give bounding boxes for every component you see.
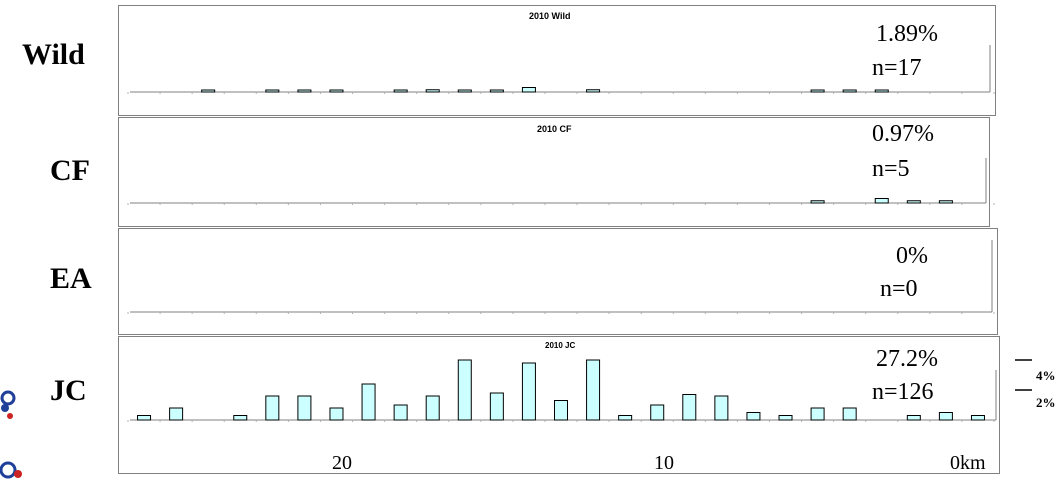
bar-jc: [425, 395, 440, 421]
bar-jc: [746, 412, 761, 421]
bar-jc: [554, 400, 568, 421]
bar-jc: [842, 407, 857, 421]
bar-wild: [297, 89, 312, 93]
percent-wild: 1.89%: [876, 21, 938, 47]
bar-wild: [265, 89, 280, 93]
bar-cf: [810, 200, 825, 204]
bar-wild: [521, 87, 536, 93]
row-label-cf: CF: [50, 154, 90, 187]
bar-wild: [489, 89, 504, 93]
panel-title-jc: 2010 JC: [545, 341, 576, 350]
panel-wild: [118, 5, 996, 116]
logo-icon: [0, 390, 22, 479]
bar-jc: [521, 362, 536, 421]
bar-jc: [618, 415, 633, 421]
bar-cf: [938, 200, 953, 204]
bar-jc: [489, 392, 504, 421]
row-label-jc: JC: [50, 374, 87, 407]
bar-wild: [201, 89, 216, 93]
x-tick-0km: 0km: [950, 452, 986, 474]
bar-jc: [810, 407, 825, 421]
bar-jc: [169, 407, 184, 421]
bar-jc: [650, 404, 665, 421]
bar-jc: [938, 412, 953, 421]
percent-cf: 0.97%: [872, 121, 934, 147]
row-label-wild: Wild: [22, 38, 85, 71]
x-tick-20: 20: [332, 452, 352, 474]
bar-wild: [329, 89, 344, 93]
bar-wild: [874, 89, 889, 93]
bar-jc: [233, 415, 248, 421]
bar-cf: [874, 198, 889, 204]
bar-jc: [329, 407, 344, 421]
bar-jc: [682, 394, 697, 421]
bar-jc: [457, 359, 472, 421]
bar-jc: [265, 395, 280, 421]
bar-wild: [586, 89, 601, 93]
percent-jc: 27.2%: [876, 346, 938, 372]
n-wild: n=17: [872, 55, 922, 81]
bar-wild: [842, 89, 857, 93]
percent-ea: 0%: [896, 243, 928, 269]
bar-jc: [714, 395, 729, 421]
bar-jc: [778, 415, 793, 421]
x-tick-10: 10: [654, 452, 674, 474]
n-cf: n=5: [872, 156, 910, 182]
panel-title-wild: 2010 Wild: [529, 11, 571, 21]
panel-cf: [118, 117, 990, 227]
bar-cf: [906, 200, 921, 204]
bar-jc: [297, 395, 312, 421]
bar-jc: [906, 415, 921, 421]
bar-wild: [457, 89, 472, 93]
bar-jc: [970, 415, 985, 421]
panel-title-cf: 2010 CF: [537, 124, 572, 134]
bar-wild: [425, 89, 440, 93]
panel-ea: [118, 228, 998, 335]
bar-jc: [137, 415, 152, 421]
bar-wild: [810, 89, 825, 93]
scale-label-4: 4%: [1036, 368, 1056, 383]
n-jc: n=126: [872, 379, 934, 405]
bar-jc: [586, 359, 601, 421]
bar-wild: [393, 89, 408, 93]
bar-jc: [361, 383, 376, 421]
row-label-ea: EA: [50, 262, 92, 295]
bar-jc: [393, 404, 408, 421]
n-ea: n=0: [880, 276, 918, 302]
scale-label-2: 2%: [1036, 395, 1056, 410]
